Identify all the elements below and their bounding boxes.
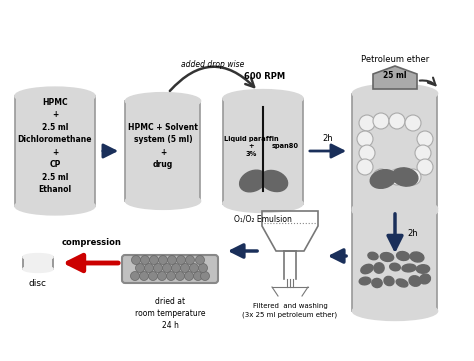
Ellipse shape: [410, 252, 424, 262]
Circle shape: [158, 256, 167, 265]
Circle shape: [415, 145, 431, 161]
Ellipse shape: [390, 263, 401, 271]
Bar: [126, 101, 201, 201]
Circle shape: [184, 271, 193, 280]
Text: added drop wise: added drop wise: [182, 60, 245, 69]
Text: HPMC + Solvent
system (5 ml)
+
drug: HPMC + Solvent system (5 ml) + drug: [128, 123, 198, 169]
Ellipse shape: [402, 264, 416, 272]
Text: O₁/O₂ Emulsion: O₁/O₂ Emulsion: [234, 215, 292, 224]
Ellipse shape: [374, 263, 384, 273]
Circle shape: [131, 256, 140, 265]
Circle shape: [405, 169, 421, 185]
Circle shape: [148, 271, 157, 280]
Ellipse shape: [396, 279, 408, 287]
Ellipse shape: [223, 90, 303, 107]
Ellipse shape: [353, 199, 438, 218]
Circle shape: [357, 159, 373, 175]
Circle shape: [359, 115, 375, 131]
Circle shape: [175, 271, 184, 280]
Circle shape: [190, 264, 199, 273]
Circle shape: [139, 271, 148, 280]
Bar: [23, 257, 53, 269]
Text: 2h: 2h: [407, 230, 418, 239]
Circle shape: [405, 115, 421, 131]
Text: 2h: 2h: [323, 134, 333, 143]
Ellipse shape: [372, 278, 382, 288]
Text: dried at
room temperature
24 h: dried at room temperature 24 h: [135, 297, 205, 330]
Ellipse shape: [370, 170, 396, 188]
Text: Petroleum ether: Petroleum ether: [361, 55, 429, 64]
Ellipse shape: [397, 252, 410, 261]
Circle shape: [193, 271, 202, 280]
Circle shape: [167, 256, 176, 265]
Ellipse shape: [15, 87, 95, 105]
Circle shape: [157, 271, 166, 280]
Ellipse shape: [409, 276, 421, 286]
Bar: [15, 96, 95, 206]
Circle shape: [357, 131, 373, 147]
Text: 25 ml: 25 ml: [383, 71, 407, 81]
Circle shape: [373, 169, 389, 185]
Text: compression: compression: [62, 238, 122, 247]
Bar: [223, 99, 303, 204]
Ellipse shape: [353, 84, 438, 103]
Circle shape: [130, 271, 139, 280]
Circle shape: [373, 113, 389, 129]
Ellipse shape: [15, 197, 95, 215]
Circle shape: [195, 256, 204, 265]
Circle shape: [199, 264, 208, 273]
Circle shape: [172, 264, 181, 273]
Ellipse shape: [384, 277, 394, 286]
Ellipse shape: [419, 274, 430, 284]
Circle shape: [359, 145, 375, 161]
Circle shape: [185, 256, 194, 265]
Text: Filtered  and washing
(3x 25 ml petroleum ether): Filtered and washing (3x 25 ml petroleum…: [242, 303, 337, 318]
Ellipse shape: [260, 170, 288, 192]
Text: disc: disc: [29, 279, 47, 288]
Circle shape: [145, 264, 154, 273]
Ellipse shape: [126, 93, 201, 109]
Circle shape: [389, 169, 405, 185]
FancyBboxPatch shape: [122, 255, 218, 283]
Ellipse shape: [240, 170, 266, 192]
Ellipse shape: [361, 264, 373, 274]
Text: span80: span80: [272, 143, 299, 149]
Circle shape: [163, 264, 172, 273]
Circle shape: [417, 131, 433, 147]
Ellipse shape: [126, 193, 201, 209]
Ellipse shape: [353, 202, 438, 220]
Bar: [353, 93, 438, 209]
Bar: [353, 211, 438, 311]
Ellipse shape: [223, 195, 303, 212]
Circle shape: [154, 264, 163, 273]
Ellipse shape: [416, 265, 429, 273]
Ellipse shape: [368, 252, 378, 260]
Text: 600 RPM: 600 RPM: [245, 72, 285, 81]
Circle shape: [181, 264, 190, 273]
Ellipse shape: [359, 277, 371, 285]
Circle shape: [166, 271, 175, 280]
Circle shape: [176, 256, 185, 265]
Text: Liquid paraffin
+
3%: Liquid paraffin + 3%: [224, 135, 278, 157]
Circle shape: [389, 113, 405, 129]
Circle shape: [136, 264, 145, 273]
Circle shape: [140, 256, 149, 265]
Circle shape: [201, 271, 210, 280]
Ellipse shape: [353, 302, 438, 320]
Circle shape: [149, 256, 158, 265]
Ellipse shape: [392, 168, 418, 186]
Circle shape: [417, 159, 433, 175]
Ellipse shape: [380, 253, 393, 261]
Ellipse shape: [23, 266, 53, 272]
Ellipse shape: [23, 254, 53, 260]
Polygon shape: [373, 66, 417, 89]
Text: HPMC
+
2.5 ml
Dichloromethane
+
CP
2.5 ml
Ethanol: HPMC + 2.5 ml Dichloromethane + CP 2.5 m…: [18, 98, 92, 194]
